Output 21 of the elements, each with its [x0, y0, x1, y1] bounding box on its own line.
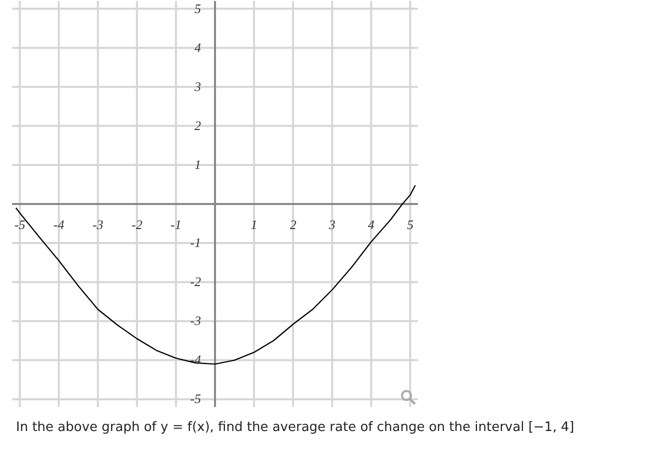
y-tick-label: -1	[190, 235, 201, 250]
line-series	[15, 184, 416, 365]
x-tick-label: -5	[14, 217, 26, 232]
x-tick-label: -2	[132, 217, 143, 232]
x-tick-label: 1	[250, 217, 258, 232]
text: In the above graph of y = f(x), find the average rate of change on the interval [−1, 4]	[16, 420, 574, 435]
y-tick-label: -3	[190, 313, 202, 328]
x-tick-label: 5	[406, 217, 414, 232]
x-tick-label: -4	[53, 217, 65, 232]
x-tick-label: -1	[170, 217, 182, 232]
x-tick-label: 4	[368, 217, 375, 232]
x-tick-label: 3	[328, 217, 336, 232]
y-tick-label: 4	[194, 40, 202, 55]
y-tick-label: 2	[194, 118, 202, 133]
y-tick-label: 1	[194, 156, 201, 172]
y-tick-label: -2	[190, 274, 202, 290]
y-tick-label: -5	[190, 391, 202, 406]
y-tick-label: 3	[194, 78, 202, 94]
x-tick-label: -3	[92, 217, 104, 232]
y-tick-label: 5	[194, 0, 202, 16]
x-tick-label: 2	[290, 217, 297, 232]
